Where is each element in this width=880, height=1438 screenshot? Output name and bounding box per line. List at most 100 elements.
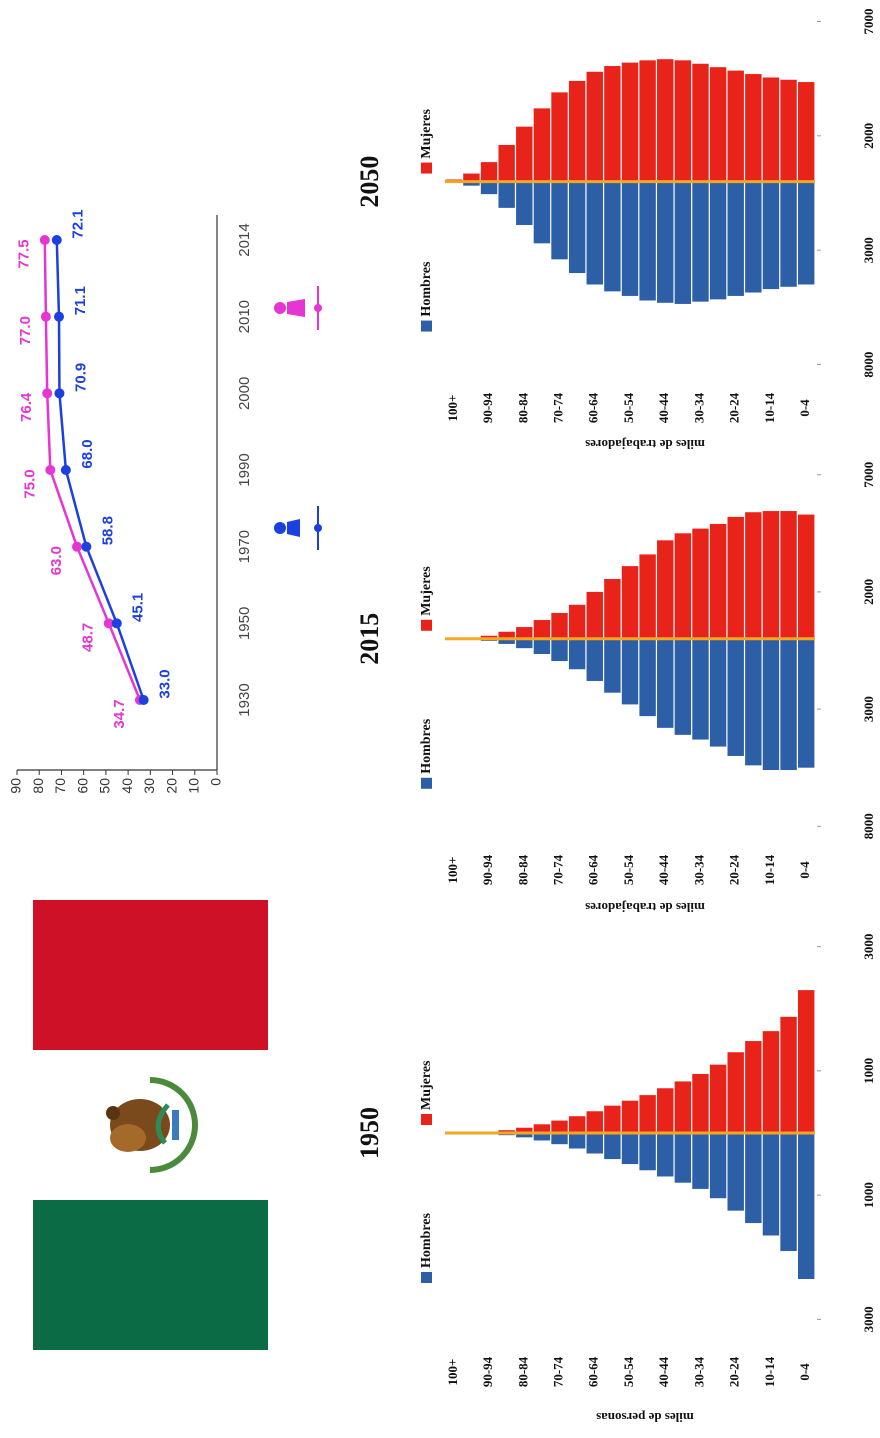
x-tick-label: 1930 xyxy=(236,683,253,716)
bar xyxy=(604,1133,621,1160)
bar xyxy=(780,1133,797,1252)
bar xyxy=(727,181,744,296)
icon-head xyxy=(274,302,286,314)
bar xyxy=(516,627,533,639)
x-tick-label: 3000 xyxy=(861,696,876,722)
data-point xyxy=(60,465,71,475)
bar xyxy=(780,511,797,639)
bar xyxy=(692,1073,709,1133)
icon-dot xyxy=(314,524,322,532)
x-tick-label: 3000 xyxy=(861,934,876,960)
y-tick-label: 90 xyxy=(8,778,24,794)
age-label: 0-4 xyxy=(797,1363,812,1381)
bar xyxy=(586,638,603,681)
data-label: 77.0 xyxy=(17,316,34,345)
legend-label: Hombres xyxy=(419,1212,434,1268)
age-label: 50-54 xyxy=(621,392,636,423)
x-tick-label: 1970 xyxy=(236,530,253,563)
data-label: 48.7 xyxy=(80,623,97,652)
age-label: 70-74 xyxy=(551,1356,566,1387)
data-label: 63.0 xyxy=(48,546,65,575)
x-tick-label: 8000 xyxy=(861,352,876,378)
age-label: 60-64 xyxy=(586,854,601,885)
panel-title: 2050 xyxy=(355,156,384,208)
bar xyxy=(762,181,780,290)
y-axis-title: miles de trabajadores xyxy=(585,900,705,915)
bar xyxy=(745,512,762,639)
icon-body xyxy=(287,299,305,317)
bar xyxy=(568,80,586,182)
bar xyxy=(797,990,815,1133)
legend-label: Mujeres xyxy=(419,1060,434,1110)
age-label: 40-44 xyxy=(656,1356,671,1387)
y-tick-label: 40 xyxy=(119,778,135,794)
bar xyxy=(692,181,709,302)
data-label: 33.0 xyxy=(157,669,174,698)
y-tick-label: 30 xyxy=(141,778,157,794)
bar xyxy=(745,638,762,766)
bar xyxy=(780,638,797,771)
lake xyxy=(172,1110,179,1140)
bar xyxy=(498,181,515,208)
age-label: 90-94 xyxy=(480,392,495,423)
age-label: 50-54 xyxy=(621,1356,636,1387)
x-tick-label: 2000 xyxy=(236,377,253,410)
data-point xyxy=(45,465,56,475)
data-point xyxy=(54,388,65,399)
x-tick-label: 2010 xyxy=(236,300,253,333)
icon-dot xyxy=(314,304,322,312)
age-label: 20-24 xyxy=(727,854,742,885)
bar xyxy=(709,523,727,639)
y-tick-label: 70 xyxy=(52,778,68,794)
panel-title: 2015 xyxy=(355,613,384,665)
age-label: 20-24 xyxy=(727,392,742,423)
age-label: 60-64 xyxy=(586,1356,601,1387)
bar xyxy=(762,511,780,639)
age-label: 40-44 xyxy=(656,854,671,885)
legend-swatch xyxy=(421,619,432,631)
bar xyxy=(674,60,692,182)
bar xyxy=(797,181,815,285)
bar xyxy=(533,1133,551,1141)
eagle-wing xyxy=(110,1124,146,1152)
legend-label: Mujeres xyxy=(419,109,434,159)
age-label: 90-94 xyxy=(480,854,495,885)
bar xyxy=(797,514,815,639)
flag-green xyxy=(33,1200,268,1350)
legend-swatch xyxy=(421,320,432,332)
y-axis-title: miles de personas xyxy=(596,1410,694,1425)
bar xyxy=(674,1133,692,1183)
data-point xyxy=(40,311,51,322)
x-tick-label: 3000 xyxy=(861,237,876,263)
data-point xyxy=(42,388,53,399)
data-label: 68.0 xyxy=(79,439,96,468)
bar xyxy=(551,1133,568,1145)
data-point xyxy=(54,311,64,322)
bar xyxy=(533,638,551,655)
bar xyxy=(498,631,515,639)
age-label: 0-4 xyxy=(797,861,812,879)
bar xyxy=(780,1016,797,1133)
legend-swatch xyxy=(421,777,432,789)
bar xyxy=(727,1133,744,1211)
bar xyxy=(551,638,568,662)
age-label: 70-74 xyxy=(551,854,566,885)
eagle-head xyxy=(106,1106,120,1120)
data-point xyxy=(39,235,50,245)
age-label: 100+ xyxy=(445,1359,460,1386)
bar xyxy=(586,71,603,182)
cactus xyxy=(155,1103,170,1145)
data-label: 58.8 xyxy=(99,516,116,545)
bar xyxy=(586,1133,603,1154)
x-tick-label: 2000 xyxy=(861,123,876,149)
bar xyxy=(568,638,586,670)
bar xyxy=(797,638,815,768)
y-tick-label: 0 xyxy=(208,778,224,786)
bar xyxy=(709,1064,727,1133)
x-tick-label: 1000 xyxy=(861,1058,876,1084)
bar xyxy=(533,620,551,639)
bar xyxy=(604,181,621,292)
bar xyxy=(762,77,780,182)
age-label: 100+ xyxy=(445,395,460,422)
